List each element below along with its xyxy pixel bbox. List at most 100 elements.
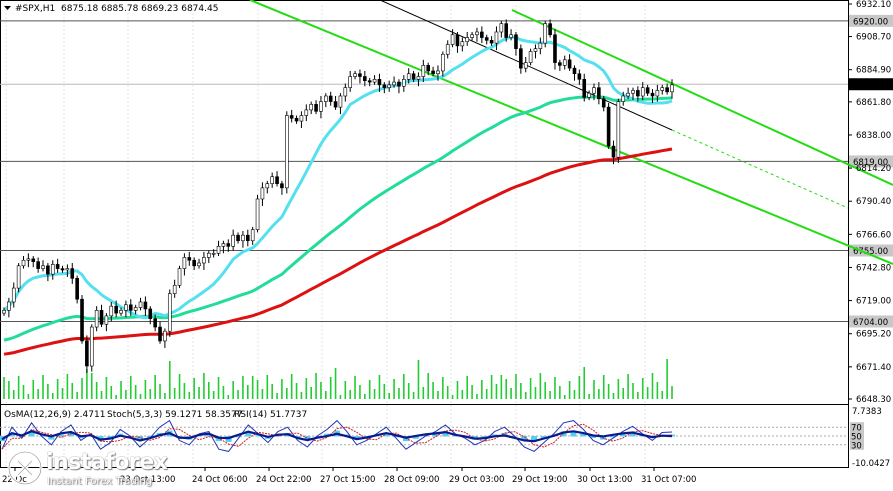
y-tick-label: 6742.80 xyxy=(856,263,891,273)
candle-body xyxy=(353,73,357,77)
candle-body xyxy=(206,252,211,258)
candle-body xyxy=(358,73,362,77)
candle-body xyxy=(465,37,470,43)
price-level-label: 6819.00 xyxy=(853,158,888,168)
candle-body xyxy=(475,31,479,36)
candle-body xyxy=(236,234,240,242)
candle-body xyxy=(650,92,655,97)
candle-body xyxy=(50,264,55,275)
dropdown-triangle-icon[interactable] xyxy=(4,6,11,10)
osma-bar xyxy=(442,432,449,437)
osma-bar xyxy=(580,433,587,437)
channel-lower-line xyxy=(249,0,893,265)
candle-body xyxy=(528,51,533,63)
candle-body xyxy=(402,78,406,87)
candle-body xyxy=(489,40,494,44)
candle-body xyxy=(177,268,182,286)
candle-body xyxy=(601,98,606,108)
candle-body xyxy=(324,95,328,102)
candle-body xyxy=(304,109,309,116)
candle-body xyxy=(250,229,255,242)
y-tick-label: 6790.40 xyxy=(856,197,891,207)
moving-averages xyxy=(3,35,673,356)
candle-body xyxy=(480,31,484,38)
candle-body xyxy=(562,59,567,66)
mid-moving-average xyxy=(3,95,673,342)
osc-scale-bottom: -10.0427 xyxy=(852,459,890,469)
candle-body xyxy=(94,310,99,328)
candle-body xyxy=(665,87,669,93)
candle-body xyxy=(31,258,36,262)
candle-body xyxy=(455,34,460,47)
candle-body xyxy=(70,268,75,279)
candle-body xyxy=(158,326,162,342)
candle-body xyxy=(494,31,499,44)
candle-body xyxy=(114,305,118,314)
candle-body xyxy=(640,87,645,97)
osma-bar xyxy=(531,436,538,442)
candle-body xyxy=(163,330,167,342)
stoch-label: Stoch(5,3,3) 59.1271 58.3577 xyxy=(107,410,242,420)
candle-body xyxy=(382,84,387,88)
candle-body xyxy=(431,70,435,75)
ohlc-label: 6875.18 6885.78 6869.23 6874.45 xyxy=(61,4,218,14)
candle-body xyxy=(597,87,601,100)
osma-bar xyxy=(245,432,252,437)
candle-body xyxy=(221,243,226,247)
osma-bar xyxy=(393,436,400,438)
candle-body xyxy=(167,293,172,332)
candle-body xyxy=(582,78,587,98)
candle-body xyxy=(285,115,289,189)
candle-body xyxy=(328,95,333,102)
candle-body xyxy=(2,310,6,314)
oscillator-labels: OsMA(12,26,9) 2.4711 Stoch(5,3,3) 59.127… xyxy=(4,407,890,469)
slow-moving-average xyxy=(3,147,673,356)
stoch-level-label: 30 xyxy=(851,441,862,451)
price-level-tag xyxy=(849,315,893,328)
osma-bar xyxy=(383,432,390,437)
symbol-label: #SPX,H1 xyxy=(15,4,55,14)
x-tick-label: 27 Oct 15:00 xyxy=(320,475,375,485)
candle-body xyxy=(372,78,377,83)
osma-bar xyxy=(432,434,439,437)
candle-body xyxy=(392,81,396,86)
candle-body xyxy=(660,87,665,91)
candle-body xyxy=(255,198,260,230)
price-axis: 6932.10 6908.70 6884.90 6861.80 6838.00 6814.… xyxy=(848,0,891,405)
osma-bar xyxy=(136,436,143,441)
candle-body xyxy=(241,234,245,242)
x-tick-label: 31 Oct 07:00 xyxy=(641,475,696,485)
candle-body xyxy=(11,287,16,303)
candle-body xyxy=(519,48,523,69)
osma-bar xyxy=(560,431,567,437)
candle-body xyxy=(470,34,474,38)
stoch-level-label: 70 xyxy=(851,424,862,434)
candle-body xyxy=(314,104,318,112)
candle-body xyxy=(89,326,94,367)
osma-bar xyxy=(205,434,212,437)
candle-body xyxy=(41,265,45,269)
candle-body xyxy=(270,176,274,184)
candle-body xyxy=(280,183,284,189)
horizontal-levels: 6920.00 6874.45 6819.00 6755.00 6704.00 xyxy=(0,14,893,328)
candle-body xyxy=(645,87,650,94)
osma-label: OsMA(12,26,9) 2.4711 xyxy=(4,410,105,420)
candle-body xyxy=(509,34,513,38)
candle-body xyxy=(55,264,60,269)
osma-bar xyxy=(146,436,153,438)
candle-body xyxy=(65,268,70,271)
osc-scale-top: 7.7383 xyxy=(852,407,882,417)
osma-bar xyxy=(590,436,597,439)
candle-body xyxy=(523,62,528,69)
candle-body xyxy=(119,310,123,314)
y-tick-label: 6861.80 xyxy=(856,98,891,108)
y-tick-label: 6908.70 xyxy=(856,33,891,43)
osma-bar xyxy=(619,434,626,437)
candle-body xyxy=(216,246,221,254)
candle-body xyxy=(211,252,216,255)
candle-body xyxy=(231,234,235,247)
candle-body xyxy=(397,81,401,87)
price-level-tag xyxy=(849,244,893,257)
